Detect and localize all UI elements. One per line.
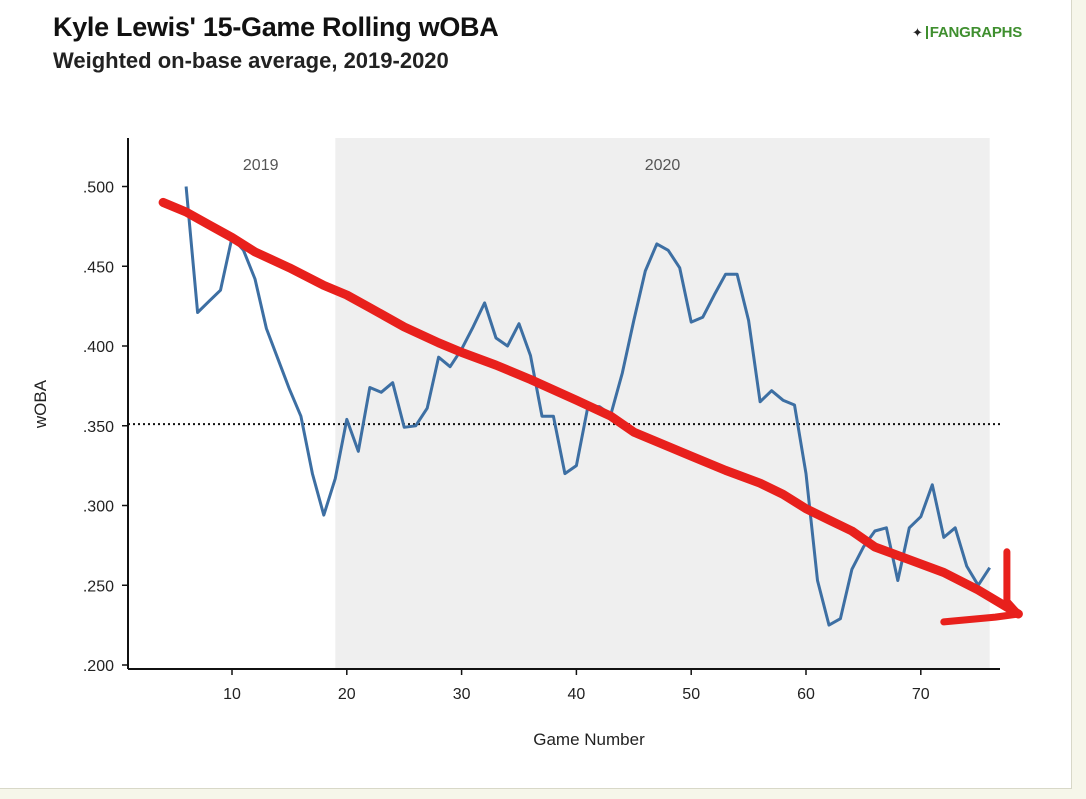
trend-arrowhead [940, 548, 1022, 626]
season-label-2019: 2019 [243, 157, 279, 174]
y-tick-label: .250 [83, 578, 114, 595]
season-label-2020: 2020 [645, 157, 681, 174]
y-tick-label: .300 [83, 499, 114, 516]
x-tick-label: 20 [338, 686, 356, 703]
chart-title: Kyle Lewis' 15-Game Rolling wOBA [53, 12, 499, 42]
y-axis-label: wOBA [31, 379, 50, 429]
logo-text: FANGRAPHS [929, 24, 1023, 41]
x-tick-label: 10 [223, 686, 241, 703]
x-tick-label: 70 [912, 686, 930, 703]
fangraphs-runner-icon: ✦ [912, 24, 923, 40]
y-tick-label: .200 [83, 658, 114, 675]
y-tick-label: .450 [83, 259, 114, 276]
trend-arrow-line [158, 197, 1023, 619]
logo-divider [925, 26, 928, 39]
x-tick-label: 60 [797, 686, 815, 703]
x-tick-label: 50 [682, 686, 700, 703]
y-tick-label: .500 [83, 180, 114, 197]
fangraphs-logo: ✦ FANGRAPHS [912, 24, 1022, 41]
x-tick-label: 40 [568, 686, 586, 703]
y-tick-label: .350 [83, 419, 114, 436]
chart-subtitle: Weighted on-base average, 2019-2020 [53, 48, 449, 73]
x-tick-label: 30 [453, 686, 471, 703]
season-2020-shade [335, 138, 990, 669]
x-axis-label: Game Number [533, 730, 645, 749]
y-tick-label: .400 [83, 339, 114, 356]
